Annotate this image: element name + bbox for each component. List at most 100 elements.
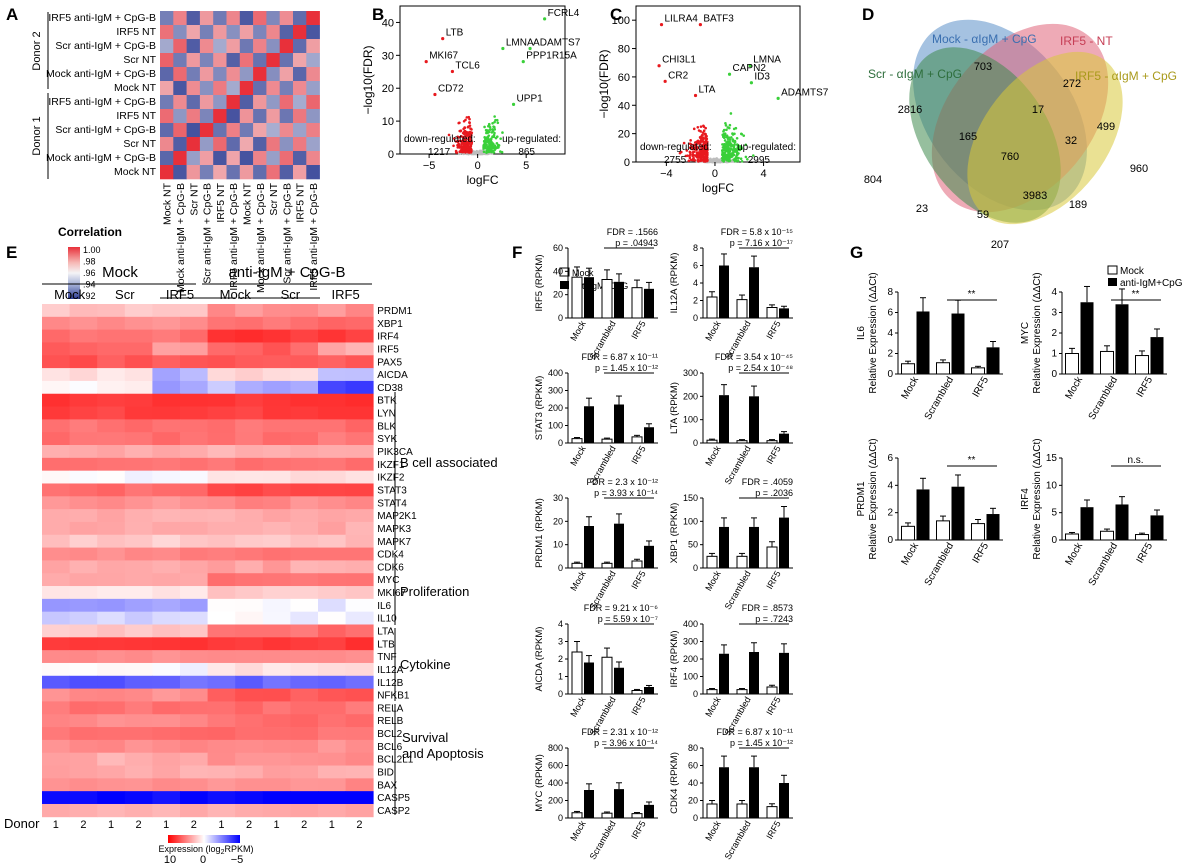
donor-number: 1 [53, 819, 59, 831]
correlation-cell [199, 67, 214, 82]
correlation-cell [160, 67, 174, 82]
expression-cell [318, 586, 346, 600]
expression-cell [152, 445, 181, 459]
expression-cell [290, 483, 319, 497]
y-tick-label: 2 [887, 508, 893, 519]
correlation-cell [306, 95, 320, 110]
data-point-up [751, 154, 755, 157]
expression-cell [69, 304, 98, 318]
data-point-up [740, 132, 744, 136]
expression-cell [235, 445, 264, 459]
data-point-ns [709, 160, 712, 164]
expression-cell [262, 675, 291, 689]
bar-stim [749, 767, 759, 818]
category-label: IRF5 [629, 695, 647, 717]
labeled-point [511, 102, 516, 106]
expression-cell [318, 662, 346, 677]
expression-cell [42, 419, 70, 433]
expression-cell [69, 534, 98, 548]
expression-cell [180, 611, 208, 625]
bar-mock [901, 525, 915, 541]
data-point-up [490, 131, 494, 134]
data-point-up [493, 115, 496, 118]
expression-cell [235, 573, 264, 587]
venn-label-scr: Scr - αIgM + CpG [868, 67, 962, 81]
data-point-up [744, 143, 748, 147]
correlation-cell [173, 53, 187, 68]
expression-cell [207, 778, 236, 792]
gene-label: PAX5 [377, 357, 402, 368]
p-value-label: p = 1.45 x 10⁻¹² [595, 363, 658, 373]
expression-legend-tick-high: 10 [164, 854, 176, 866]
gene-label: IRF5 [377, 344, 399, 355]
expression-cell [69, 662, 98, 677]
y-tick-label: 200 [683, 654, 698, 664]
expression-cell [97, 765, 126, 779]
data-point-down [463, 126, 466, 129]
y-tick-label: 100 [683, 672, 698, 682]
panel-letter-e: E [6, 243, 17, 262]
expression-cell [345, 509, 374, 523]
expression-cell [290, 573, 319, 587]
data-point-up [730, 145, 733, 148]
correlation-cell [293, 67, 307, 82]
expression-cell [207, 791, 236, 805]
expression-cell [262, 419, 291, 433]
expression-cell [152, 304, 181, 318]
correlation-cell [213, 95, 227, 110]
data-point-up [736, 146, 740, 149]
y-tick-label: 1 [558, 672, 563, 682]
data-point-ns [472, 151, 476, 155]
category-label: IRF5 [629, 319, 647, 341]
data-point-down [468, 133, 472, 137]
category-label: Scrambled [1087, 375, 1120, 422]
data-point-down [470, 141, 473, 144]
expression-cell [262, 791, 291, 805]
expression-cell [180, 406, 208, 420]
donor-number: 2 [80, 819, 86, 831]
data-point-up [731, 138, 735, 141]
expression-cell [235, 509, 264, 523]
gene-label: RELB [377, 716, 403, 727]
correlation-cell [226, 123, 241, 138]
expression-cell [180, 509, 208, 523]
correlation-cell [160, 123, 174, 138]
expression-cell [42, 316, 70, 331]
correlation-cell [253, 11, 267, 26]
gene-label: LMNA [753, 55, 781, 66]
expression-cell [152, 534, 181, 548]
expression-cell [290, 675, 319, 689]
expression-cell [42, 586, 70, 600]
expression-cell [180, 521, 208, 536]
data-point-up [736, 159, 740, 163]
bar-stim [584, 790, 594, 818]
expression-cell [207, 380, 236, 395]
expression-cell [235, 803, 264, 818]
y-tick-label: 4 [887, 328, 893, 339]
y-axis-label: −log10(FDR) [597, 49, 611, 118]
expression-cell [290, 509, 319, 523]
expression-cell [124, 611, 153, 625]
venn-count: 23 [916, 203, 928, 215]
p-value-label: p = 3.93 x 10⁻¹⁴ [594, 488, 658, 498]
expression-cell [124, 586, 153, 600]
bar-mock [1135, 534, 1149, 541]
y-tick-label: 10 [1046, 480, 1058, 491]
category-label: Mock [900, 374, 922, 401]
correlation-cell [160, 137, 174, 152]
expression-cell [235, 534, 264, 548]
expression-cell [97, 521, 126, 536]
labeled-point [663, 79, 667, 83]
expression-cell [97, 368, 126, 382]
y-tick-label: 20 [618, 129, 630, 141]
bar-mock [936, 362, 950, 375]
venn-diagram-panel: Mock - αIgM + CpG IRF5 - NT Scr - αIgM +… [864, 19, 1177, 251]
bar-mock [736, 440, 748, 444]
y-tick-label: 100 [683, 516, 698, 526]
bar-stim [644, 545, 654, 568]
data-point-up [724, 121, 727, 125]
expression-cell [152, 803, 181, 818]
expression-cell [318, 406, 346, 420]
bar-mock [736, 555, 748, 569]
expression-cell [235, 714, 264, 728]
